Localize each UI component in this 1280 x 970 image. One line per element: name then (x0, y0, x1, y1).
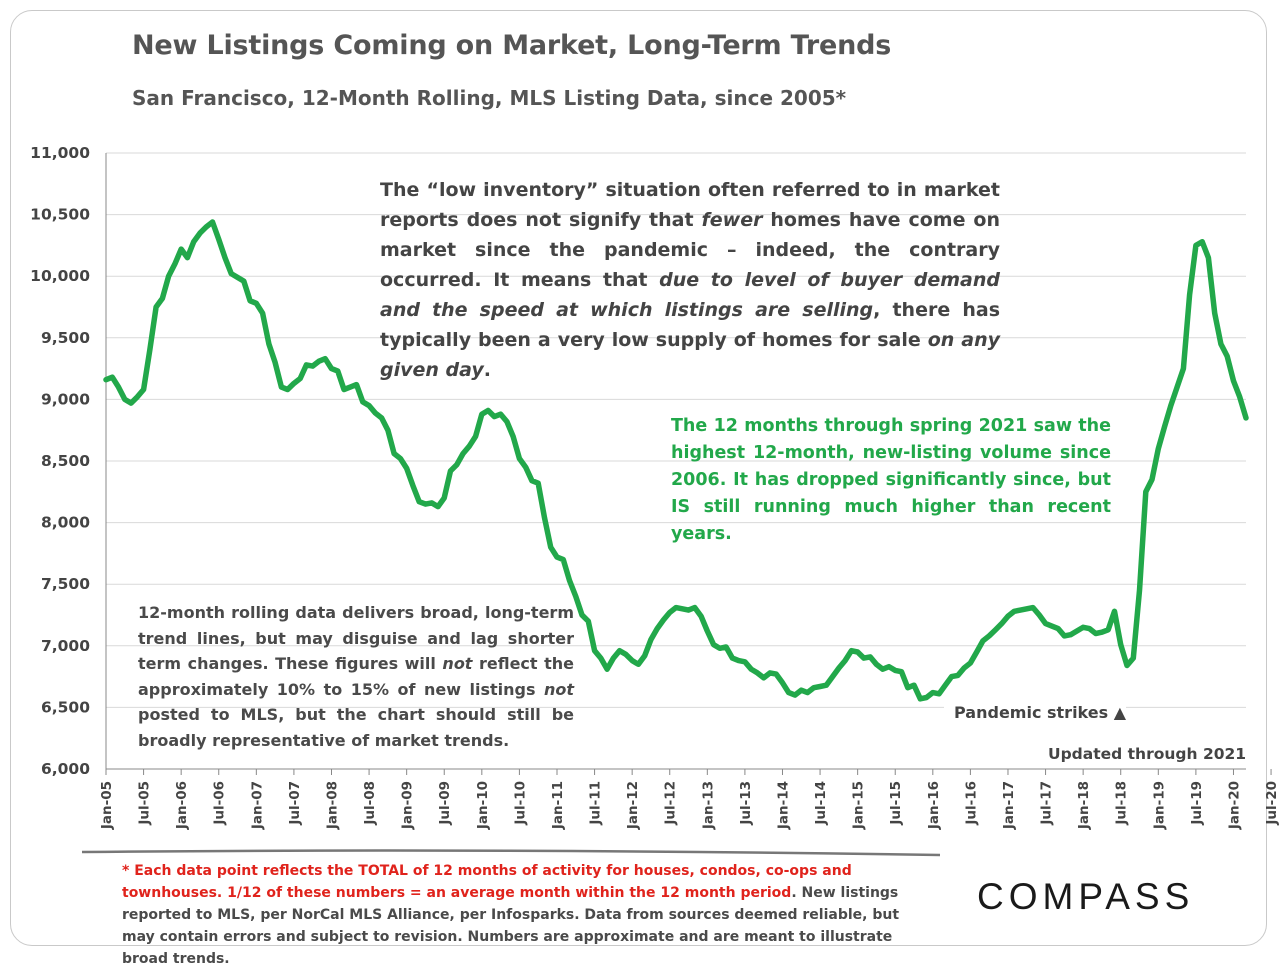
x-tick-label: Jul-19 (1189, 781, 1205, 826)
x-tick-label: Jul-17 (1039, 781, 1055, 826)
annotation-spring-2021: The 12 months through spring 2021 saw th… (671, 413, 1111, 548)
x-tick-label: Jul-07 (287, 781, 303, 826)
y-tick-label: 11,000 (30, 144, 90, 162)
x-tick-label: Jan-14 (775, 781, 791, 830)
x-tick-label: Jan-15 (851, 781, 867, 830)
compass-logo: COMPASS (977, 876, 1194, 918)
x-tick-label: Jul-14 (813, 781, 829, 826)
y-tick-label: 9,500 (41, 329, 90, 347)
footnote: * Each data point reflects the TOTAL of … (122, 860, 932, 970)
x-tick-label: Jul-05 (137, 781, 153, 826)
x-tick-label: Jul-20 (1264, 781, 1280, 826)
x-axis: Jan-05 Jul-05 Jan-06 Jul-06 Jan-07 Jul-07 Jan-… (99, 769, 1280, 830)
x-tick-label: Jul-06 (212, 781, 228, 826)
x-tick-label: Jan-05 (99, 781, 115, 830)
y-tick-label: 10,000 (30, 267, 90, 285)
annotation-rolling-data: 12-month rolling data delivers broad, lo… (138, 600, 574, 753)
y-tick-label: 7,500 (41, 575, 90, 593)
y-tick-label: 9,000 (41, 390, 90, 408)
x-tick-label: Jan-12 (625, 781, 641, 830)
y-tick-label: 7,000 (41, 637, 90, 655)
y-tick-label: 6,500 (41, 698, 90, 716)
y-tick-label: 10,500 (30, 206, 90, 224)
x-tick-label: Jan-20 (1226, 781, 1242, 830)
x-tick-label: Jul-09 (437, 781, 453, 826)
x-tick-label: Jan-13 (700, 781, 716, 830)
annotation-low-inventory: The “low inventory” situation often refe… (380, 175, 1000, 385)
x-tick-label: Jul-08 (362, 781, 378, 826)
x-tick-label: Jan-18 (1076, 781, 1092, 830)
x-tick-label: Jan-16 (926, 781, 942, 830)
footnote-highlight: * Each data point reflects the TOTAL of … (122, 863, 852, 901)
y-tick-label: 8,000 (41, 514, 90, 532)
x-tick-label: Jul-13 (738, 781, 754, 826)
y-tick-label: 6,000 (41, 760, 90, 778)
x-tick-label: Jan-11 (550, 781, 566, 830)
updated-label: Updated through 2021 (1048, 745, 1246, 763)
x-tick-label: Jan-08 (324, 781, 340, 830)
pandemic-label: Pandemic strikes ▲ (954, 703, 1126, 722)
x-tick-label: Jan-19 (1151, 781, 1167, 830)
x-tick-label: Jul-10 (512, 781, 528, 826)
x-tick-label: Jan-06 (174, 781, 190, 830)
x-tick-label: Jul-18 (1114, 781, 1130, 826)
x-tick-label: Jan-10 (475, 781, 491, 830)
x-tick-label: Jul-12 (663, 781, 679, 826)
x-tick-label: Jul-16 (963, 781, 979, 826)
x-tick-label: Jan-09 (400, 781, 416, 830)
y-tick-label: 8,500 (41, 452, 90, 470)
x-tick-label: Jan-17 (1001, 781, 1017, 830)
y-axis: 11,000 10,500 10,000 9,500 9,000 8,500 8,000 7,… (30, 144, 106, 778)
x-tick-label: Jul-15 (888, 781, 904, 826)
x-tick-label: Jan-07 (249, 781, 265, 830)
x-tick-label: Jul-11 (588, 781, 604, 826)
